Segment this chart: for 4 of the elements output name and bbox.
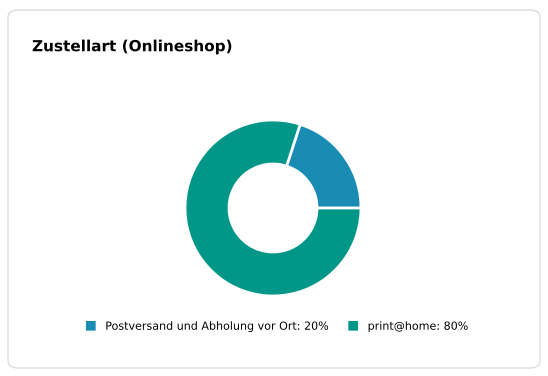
donut-slice [184, 118, 362, 298]
chart-title: Zustellart (Onlineshop) [32, 40, 232, 54]
legend-label: Postversand und Abholung vor Ort: 20% [106, 321, 328, 332]
legend-label: print@home: 80% [368, 321, 468, 332]
